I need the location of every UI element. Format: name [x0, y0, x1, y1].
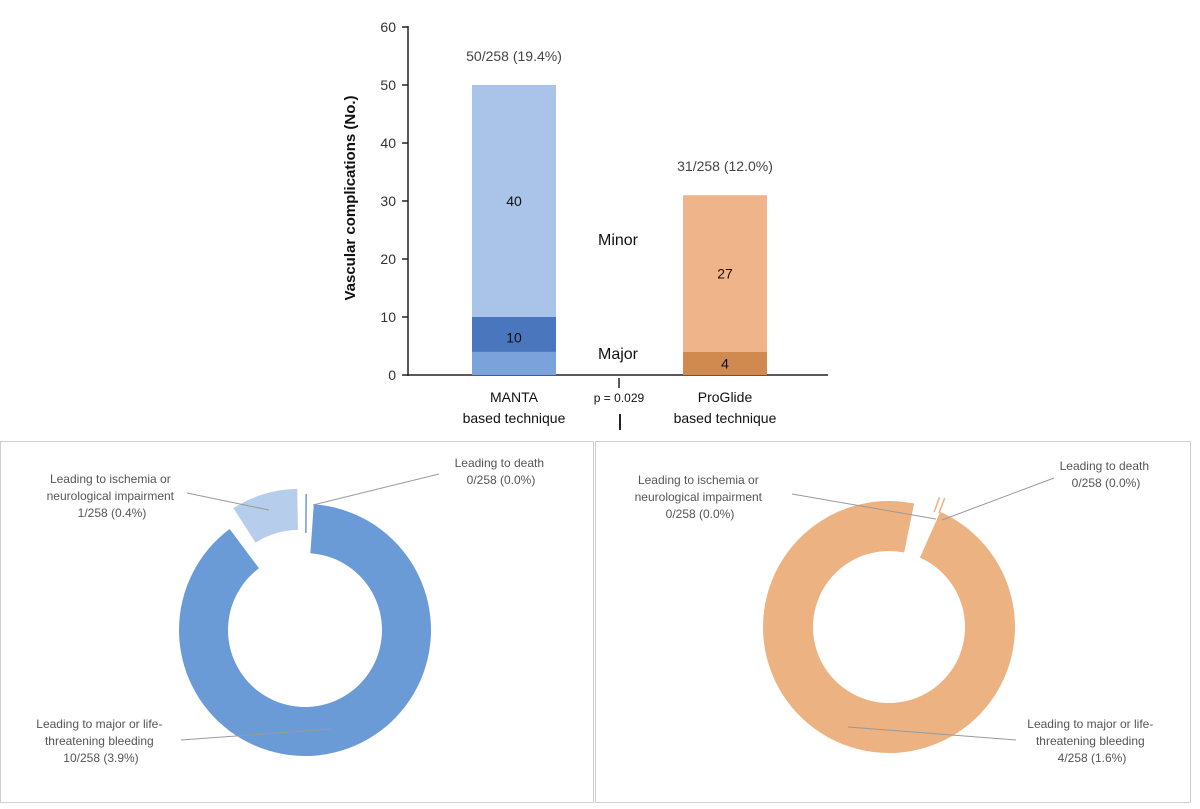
donut-chart-proglide: Leading to ischemia or neurological impa… — [596, 442, 1192, 804]
donut-slice-manta-bleeding — [179, 504, 431, 756]
p-value-label: p = 0.029 — [594, 391, 645, 405]
y-tick-label: 40 — [380, 135, 396, 151]
category-sublabel-proglide: based technique — [674, 410, 777, 426]
y-tick-label: 60 — [380, 19, 396, 35]
label-proglide-ischemia: Leading to ischemia or neurological impa… — [635, 473, 766, 521]
leader-line-proglide-death — [942, 478, 1054, 520]
stacked-bar-chart: Vascular complications (No.) 0 10 20 30 40 50… — [0, 0, 1200, 440]
total-label-proglide: 31/258 (12.0%) — [677, 158, 773, 174]
y-tick-label: 0 — [388, 367, 396, 383]
category-label-manta: MANTA — [490, 389, 539, 405]
label-proglide-death: Leading to death 0/258 (0.0%) — [1060, 459, 1153, 490]
donut-panel-manta: Leading to ischemia or neurological impa… — [0, 441, 594, 803]
y-tick-label: 10 — [380, 309, 396, 325]
y-tick-label: 20 — [380, 251, 396, 267]
label-manta-death: Leading to death 0/258 (0.0%) — [455, 456, 548, 487]
donut-slice-proglide-death — [939, 498, 945, 513]
donut-slice-manta-ischemia — [233, 489, 298, 543]
y-axis-label: Vascular complications (No.) — [342, 95, 359, 300]
y-tick-label: 30 — [380, 193, 396, 209]
bar-manta-major-band — [472, 352, 556, 375]
series-label-minor: Minor — [598, 232, 639, 249]
label-proglide-bleeding: Leading to major or life- threatening bl… — [1027, 717, 1156, 765]
donut-slice-proglide-ischemia — [934, 497, 939, 512]
donut-chart-manta: Leading to ischemia or neurological impa… — [1, 442, 595, 804]
leader-line-manta-death — [313, 474, 439, 505]
data-label-proglide-major: 4 — [721, 355, 729, 371]
data-label-manta-major: 10 — [506, 329, 522, 345]
y-tick-label: 50 — [380, 77, 396, 93]
category-label-proglide: ProGlide — [698, 389, 753, 405]
donut-slice-proglide-bleeding — [763, 501, 1015, 753]
label-manta-bleeding: Leading to major or life- threatening bl… — [36, 717, 165, 765]
category-sublabel-manta: based technique — [463, 410, 566, 426]
data-label-manta-minor: 40 — [506, 193, 522, 209]
data-label-proglide-minor: 27 — [717, 266, 733, 282]
series-label-major: Major — [598, 346, 639, 363]
total-label-manta: 50/258 (19.4%) — [466, 48, 562, 64]
label-manta-ischemia: Leading to ischemia or neurological impa… — [47, 472, 178, 520]
donut-panel-proglide: Leading to ischemia or neurological impa… — [595, 441, 1191, 803]
